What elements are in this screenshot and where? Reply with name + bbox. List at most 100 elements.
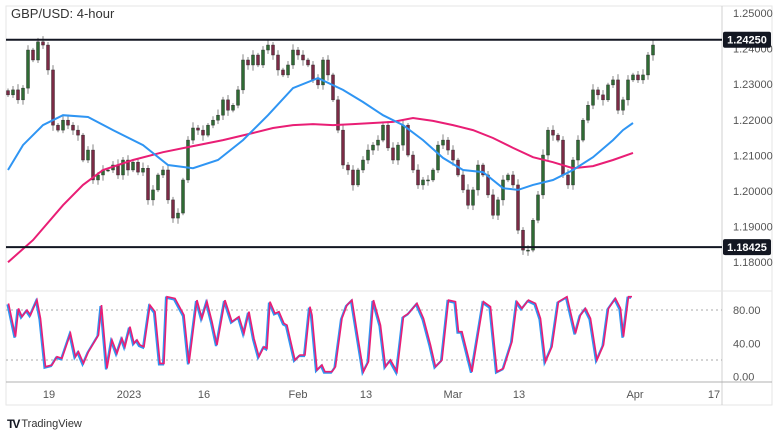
candle [46, 42, 50, 75]
candle-body-down [406, 124, 410, 156]
candle-body-down [491, 194, 495, 216]
candle [426, 175, 430, 186]
candle [516, 179, 520, 235]
candle [576, 135, 580, 166]
candle-body-up [376, 139, 380, 146]
stochastic-tick-label: 80.00 [733, 305, 761, 317]
candle-body-down [81, 134, 85, 161]
candle [361, 156, 365, 174]
candle-body-down [166, 169, 170, 201]
candle [76, 125, 80, 141]
candle-body-down [56, 124, 60, 131]
candle [621, 96, 625, 115]
candle [466, 184, 470, 210]
candle [601, 90, 605, 106]
candle [296, 46, 300, 60]
time-tick-label: Mar [444, 389, 463, 401]
candle-body-down [226, 99, 230, 111]
candle [206, 123, 210, 138]
candle [641, 69, 645, 84]
candle [156, 172, 160, 193]
candle [326, 55, 330, 81]
candle [191, 122, 195, 145]
candle [171, 196, 175, 223]
candle [606, 82, 610, 102]
candle [186, 136, 190, 183]
candle-body-down [336, 99, 340, 131]
tradingview-branding[interactable]: TV TradingView [7, 417, 82, 431]
candle [286, 61, 290, 78]
candle [301, 50, 305, 66]
candle-body-up [96, 174, 100, 181]
candle [221, 96, 225, 120]
candle [41, 36, 45, 49]
candle-body-up [396, 144, 400, 161]
candle [11, 85, 15, 98]
candle-body-up [571, 159, 575, 186]
candle [241, 54, 245, 94]
candle-body-up [211, 119, 215, 126]
candle-body-up [26, 49, 30, 89]
chart-title: GBP/USD: 4-hour [11, 6, 115, 21]
time-tick-label: 16 [198, 389, 210, 401]
candle-body-down [521, 229, 525, 251]
candle [266, 39, 270, 54]
candle [246, 56, 250, 70]
candle-body-up [531, 219, 535, 251]
candle [651, 40, 655, 61]
candle-body-up [356, 169, 360, 186]
candle [571, 157, 575, 190]
candle [6, 88, 10, 98]
candle-body-down [566, 174, 570, 186]
candle [461, 171, 465, 193]
candle [491, 189, 495, 220]
candle-body-up [131, 161, 135, 171]
candle [646, 51, 650, 80]
candle-body-down [416, 169, 420, 186]
candle [356, 167, 360, 188]
candle [66, 114, 70, 130]
candle-body-down [461, 174, 465, 191]
level-price-tag [723, 31, 771, 48]
candle-body-down [276, 54, 280, 71]
candle-body-down [511, 174, 515, 186]
price-tick-label: 1.23000 [733, 79, 773, 91]
candle [631, 72, 635, 83]
time-tick-label: 2023 [117, 389, 141, 401]
candle-body-up [641, 74, 645, 81]
candle-body-down [386, 124, 390, 149]
candle-body-up [106, 169, 110, 172]
candle [151, 185, 155, 206]
candle-body-down [46, 44, 50, 71]
candle-body-down [66, 119, 70, 126]
candle [121, 157, 125, 180]
candle-body-down [316, 79, 320, 86]
time-tick-label: 19 [43, 389, 55, 401]
candle-body-up [241, 59, 245, 91]
candle [536, 191, 540, 224]
candle [126, 155, 130, 176]
candle-body-down [326, 59, 330, 76]
candle-body-down [76, 129, 80, 136]
candle [276, 50, 280, 76]
candle-body-up [611, 79, 615, 86]
candle-body-down [306, 59, 310, 66]
candle [256, 52, 260, 68]
candle-body-up [156, 174, 160, 191]
candle [236, 85, 240, 109]
candle-body-up [606, 84, 610, 101]
candle-body-up [216, 114, 220, 121]
candle [251, 50, 255, 71]
candle-body-up [161, 169, 165, 176]
candle [371, 142, 375, 155]
candle [561, 136, 565, 179]
candle [546, 127, 550, 160]
candle-body-up [476, 164, 480, 191]
candle [611, 76, 615, 88]
candle-body-up [121, 159, 125, 176]
candle-body-up [626, 79, 630, 101]
candle [391, 142, 395, 164]
candle-body-up [501, 179, 505, 201]
